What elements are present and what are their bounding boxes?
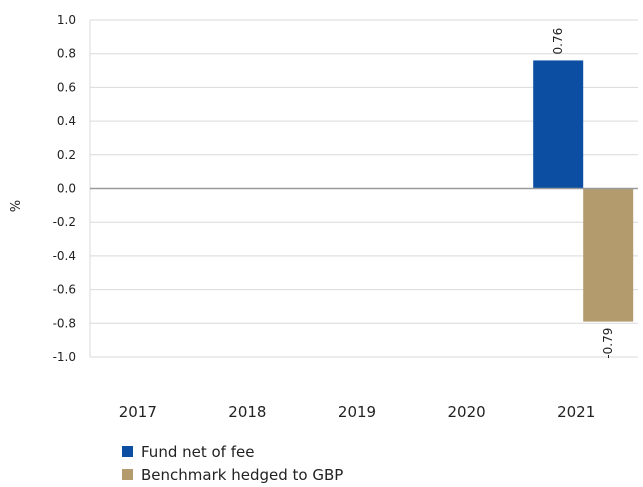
- legend: Fund net of fee Benchmark hedged to GBP: [122, 440, 343, 486]
- y-tick-label: -1.0: [53, 350, 76, 364]
- y-tick-label: 0.0: [57, 182, 76, 196]
- y-tick-label: -0.8: [53, 316, 76, 330]
- y-tick-label: 0.2: [57, 148, 76, 162]
- x-category-label: 2020: [448, 403, 486, 421]
- gridlines: [89, 19, 638, 358]
- data-label: 0.76: [551, 28, 565, 55]
- data-labels: 0.76 -0.79: [551, 28, 615, 359]
- legend-item-benchmark: Benchmark hedged to GBP: [122, 463, 343, 486]
- y-axis-tick-labels: 1.0 0.8 0.6 0.4 0.2 0.0 -0.2 -0.4 -0.6 -0.8 -1.0: [53, 13, 76, 364]
- y-axis-label: %: [6, 200, 21, 212]
- legend-item-fund: Fund net of fee: [122, 440, 343, 463]
- x-category-label: 2018: [228, 403, 266, 421]
- data-label: -0.79: [601, 328, 615, 359]
- x-category-label: 2019: [338, 403, 376, 421]
- x-axis-category-labels: 2017 2018 2019 2020 2021: [119, 403, 596, 421]
- y-tick-label: 0.8: [57, 47, 76, 61]
- bar-benchmark-hedged-to-gbp-2021: [583, 188, 634, 322]
- legend-swatch-benchmark: [122, 469, 133, 480]
- y-tick-label: 0.6: [57, 80, 76, 94]
- legend-label-benchmark: Benchmark hedged to GBP: [141, 465, 344, 484]
- y-tick-label: 1.0: [57, 13, 76, 27]
- x-category-label: 2017: [119, 403, 157, 421]
- y-tick-label: -0.4: [53, 249, 76, 263]
- y-tick-label: -0.6: [53, 283, 76, 297]
- legend-swatch-fund: [122, 446, 133, 457]
- y-tick-label: 0.4: [57, 114, 76, 128]
- x-category-label: 2021: [557, 403, 595, 421]
- bars: [533, 60, 634, 322]
- legend-label-fund: Fund net of fee: [141, 442, 255, 461]
- bar-fund-net-of-fee-2021: [533, 60, 584, 189]
- y-tick-label: -0.2: [53, 215, 76, 229]
